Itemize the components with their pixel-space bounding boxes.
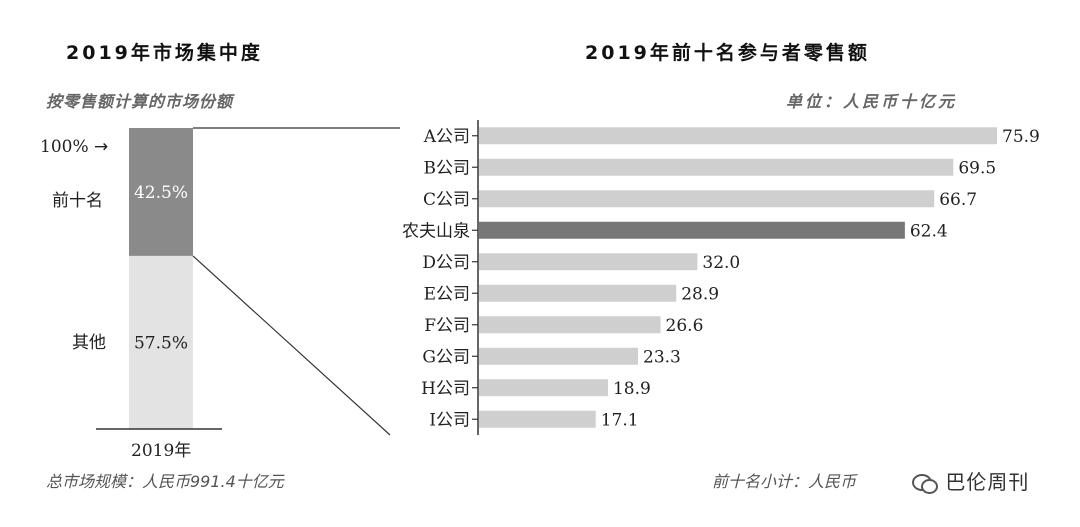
bar-value-label: 17.1 — [601, 410, 639, 430]
category-label: B公司 — [424, 158, 471, 178]
right-chart-unit: 单位：人民币十亿元 — [786, 92, 958, 111]
others-segment — [129, 255, 193, 429]
right-arrow-icon: → — [94, 137, 109, 157]
bar-9 — [479, 379, 608, 397]
category-label: E公司 — [424, 284, 470, 304]
bar-value-label: 66.7 — [939, 190, 977, 210]
others-series-label: 其他 — [72, 333, 106, 353]
category-label: F公司 — [424, 316, 470, 336]
category-label: C公司 — [423, 190, 470, 210]
bar-4 — [479, 221, 905, 239]
connector-bottom-line — [192, 255, 391, 436]
watermark: 巴伦周刊 — [912, 466, 1029, 495]
bar-value-label: 26.6 — [666, 316, 704, 336]
bar-8 — [479, 347, 639, 365]
top10-series-label: 前十名 — [52, 191, 103, 211]
bar-1 — [479, 127, 997, 145]
bar-10 — [479, 410, 596, 428]
left-chart-title: 2019年市场集中度 — [66, 42, 263, 64]
wechat-icon — [912, 472, 938, 494]
bar-6 — [479, 284, 677, 302]
right-footnote: 前十名小计：人民币 — [712, 472, 857, 491]
bar-value-label: 62.4 — [910, 221, 948, 241]
bar-7 — [479, 316, 661, 334]
category-label: H公司 — [421, 379, 470, 399]
left-stacked-bar-chart: 42.5% 57.5% — [96, 127, 400, 436]
top10-value-label: 42.5% — [134, 183, 188, 203]
top10-segment — [129, 128, 193, 256]
bar-value-label: 18.9 — [613, 379, 651, 399]
right-horizontal-bar-chart: A公司 75.9 B公司 69.5 C公司 66.7 农夫山泉 62.4 D公司 32.0 E公司 2… — [402, 120, 1040, 435]
bar-value-label: 23.3 — [643, 347, 681, 367]
bar-value-label: 28.9 — [681, 284, 719, 304]
category-label: G公司 — [422, 347, 470, 367]
left-footnote: 总市场规模：人民币991.4十亿元 — [46, 472, 284, 491]
category-label: D公司 — [422, 253, 470, 273]
others-value-label: 57.5% — [134, 333, 188, 353]
bar-2 — [479, 158, 954, 176]
bar-5 — [479, 253, 698, 271]
category-label: I公司 — [429, 410, 470, 430]
total-100-label: 100% → — [40, 137, 109, 157]
bar-value-label: 32.0 — [702, 253, 740, 273]
x-category-label: 2019年 — [131, 441, 192, 461]
bar-3 — [479, 190, 935, 208]
right-chart-title: 2019年前十名参与者零售额 — [585, 42, 870, 64]
bar-value-label: 69.5 — [958, 158, 996, 178]
category-label: 农夫山泉 — [402, 221, 470, 241]
bar-value-label: 75.9 — [1002, 127, 1040, 147]
category-label: A公司 — [423, 127, 470, 147]
left-chart-subtitle: 按零售额计算的市场份额 — [46, 92, 234, 111]
watermark-text: 巴伦周刊 — [945, 470, 1030, 494]
